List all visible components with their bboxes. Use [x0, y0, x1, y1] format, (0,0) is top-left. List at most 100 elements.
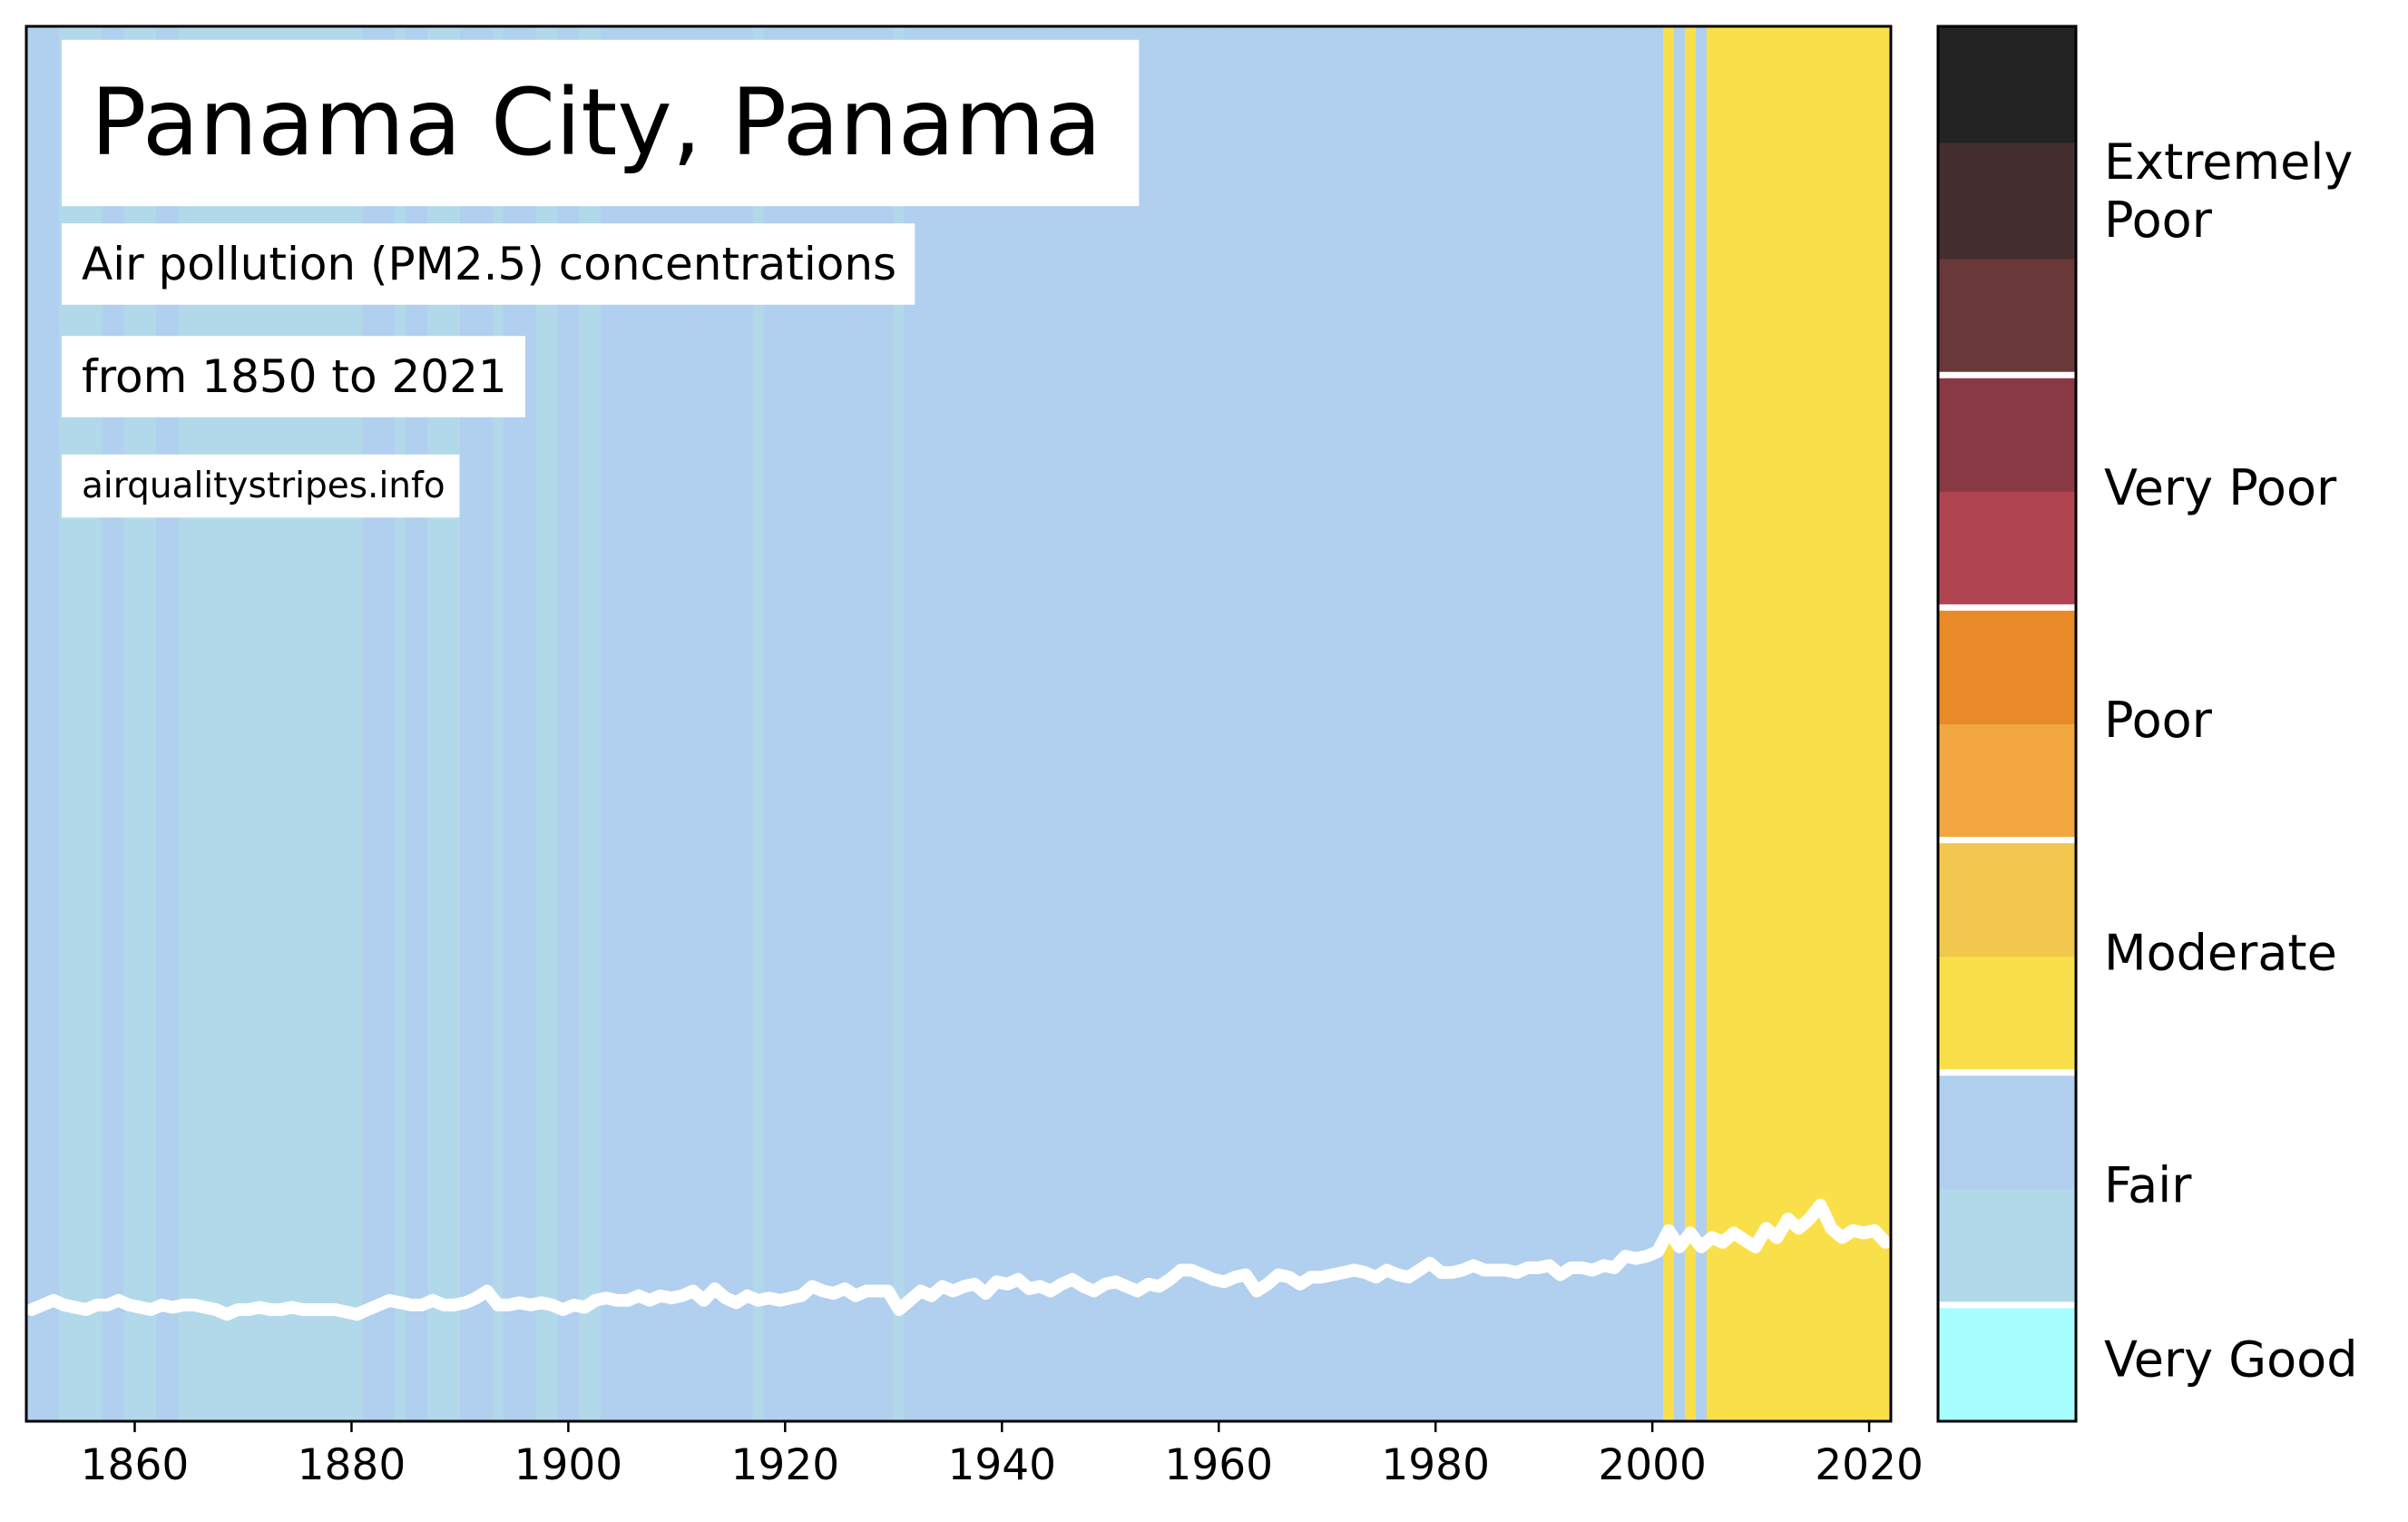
stripe: [850, 26, 862, 1421]
stripe: [1695, 26, 1708, 1421]
stripe: [1326, 26, 1339, 1421]
stripe: [601, 26, 612, 1421]
stripe: [1392, 26, 1404, 1421]
stripe: [1869, 26, 1881, 1421]
stripe: [1110, 26, 1122, 1421]
stripe: [676, 26, 689, 1421]
colorbar-label: Very Poor: [2104, 459, 2337, 516]
stripe: [1489, 26, 1502, 1421]
stripe: [1565, 26, 1578, 1421]
stripe: [860, 26, 873, 1421]
stripe: [1771, 26, 1784, 1421]
stripe: [1598, 26, 1610, 1421]
plot-frame: [24, 25, 1893, 1423]
stripe: [47, 26, 60, 1421]
stripe: [622, 26, 634, 1421]
stripe: [1880, 26, 1891, 1421]
stripe: [1826, 26, 1837, 1421]
chart-source-box: airqualitystripes.info: [62, 454, 460, 518]
stripe: [1142, 26, 1155, 1421]
colorbar-segment: [1938, 1072, 2076, 1190]
stripe: [1782, 26, 1795, 1421]
stripe: [1815, 26, 1826, 1421]
stripe: [1305, 26, 1317, 1421]
stripe: [1717, 26, 1729, 1421]
x-tick-label: 1940: [947, 1440, 1056, 1490]
x-tick-label: 2000: [1598, 1440, 1707, 1490]
chart-subtitle-box: Air pollution (PM2.5) concentrations: [62, 223, 915, 305]
stripe: [730, 26, 743, 1421]
stripe: [1099, 26, 1111, 1421]
label-background: [62, 223, 915, 305]
stripe: [579, 26, 591, 1421]
stripe: [882, 26, 895, 1421]
x-tick-label: 1860: [81, 1440, 190, 1490]
stripe: [1468, 26, 1480, 1421]
colorbar-segment: [1938, 1304, 2076, 1422]
stripe: [1543, 26, 1556, 1421]
stripe: [1749, 26, 1762, 1421]
stripe: [991, 26, 1003, 1421]
stripe: [1424, 26, 1436, 1421]
chart-subtitle: Air pollution (PM2.5) concentrations: [82, 238, 896, 290]
stripe: [796, 26, 808, 1421]
stripe: [763, 26, 775, 1421]
stripe: [1034, 26, 1046, 1421]
colorbar-label: Moderate: [2104, 924, 2337, 981]
stripe: [1836, 26, 1848, 1421]
chart-period-box: from 1850 to 2021: [62, 336, 525, 417]
stripe: [1272, 26, 1285, 1421]
stripe: [1554, 26, 1567, 1421]
x-tick-label: 2020: [1815, 1440, 1923, 1490]
chart-source: airqualitystripes.info: [82, 466, 445, 506]
stripe: [1478, 26, 1491, 1421]
stripe: [1283, 26, 1296, 1421]
stripe: [557, 26, 569, 1421]
x-tick-label: 1920: [731, 1440, 840, 1490]
stripe: [1381, 26, 1394, 1421]
colorbar-label: Fair: [2104, 1156, 2192, 1213]
stripe: [1522, 26, 1534, 1421]
stripe: [1793, 26, 1806, 1421]
stripe: [1316, 26, 1328, 1421]
stripe: [958, 26, 971, 1421]
x-tick-label: 1900: [514, 1440, 623, 1490]
stripe: [817, 26, 829, 1421]
colorbar-frame: [1936, 25, 2078, 1423]
stripe: [1359, 26, 1372, 1421]
stripe: [1066, 26, 1079, 1421]
stripe: [839, 26, 851, 1421]
stripe: [1240, 26, 1252, 1421]
chart-title: Panama City, Panama: [91, 69, 1101, 177]
colorbar-segment: [1938, 840, 2076, 957]
stripe: [1587, 26, 1600, 1421]
stripe: [590, 26, 602, 1421]
stripe: [1262, 26, 1274, 1421]
colorbar-segment: [1938, 723, 2076, 841]
stripe: [633, 26, 645, 1421]
stripe: [665, 26, 678, 1421]
stripe: [1403, 26, 1414, 1421]
stripe: [1641, 26, 1653, 1421]
stripe: [752, 26, 765, 1421]
stripe: [1088, 26, 1101, 1421]
label-background: [62, 336, 525, 417]
stripe: [654, 26, 667, 1421]
x-tick-label: 1880: [298, 1440, 406, 1490]
colorbar-segment: [1938, 259, 2076, 376]
stripe: [546, 26, 559, 1421]
stripe: [1164, 26, 1177, 1421]
stripe: [1229, 26, 1241, 1421]
stripe: [1153, 26, 1166, 1421]
stripe: [969, 26, 981, 1421]
stripe: [524, 26, 537, 1421]
stripe: [1121, 26, 1133, 1421]
stripe: [1337, 26, 1350, 1421]
stripe: [1858, 26, 1870, 1421]
stripe: [1045, 26, 1057, 1421]
stripe: [1684, 26, 1697, 1421]
colorbar-segment: [1938, 142, 2076, 260]
stripe: [36, 26, 49, 1421]
label-background: [62, 39, 1140, 207]
stripe: [1652, 26, 1664, 1421]
